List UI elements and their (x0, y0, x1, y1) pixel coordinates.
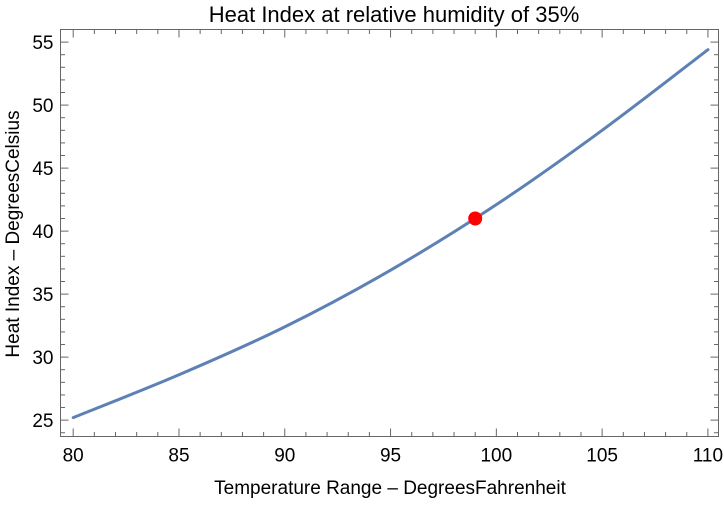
x-tick-label: 95 (380, 446, 401, 467)
tick-labels: 80 85 90 95 100 105 110 25 30 35 40 45 50 55 (32, 33, 723, 466)
x-tick-label: 105 (586, 446, 618, 467)
x-tick-label: 110 (693, 446, 723, 467)
y-tick-label: 25 (32, 411, 53, 432)
plot-frame (60, 29, 719, 437)
x-axis-label: Temperature Range – DegreesFahrenheit (214, 478, 566, 499)
chart-title: Heat Index at relative humidity of 35% (209, 2, 580, 27)
series-line (71, 48, 710, 420)
y-tick-label: 45 (32, 159, 53, 180)
y-axis-label: Heat Index – DegreesCelsius (3, 110, 24, 357)
y-tick-label: 30 (32, 348, 53, 369)
y-tick-label: 50 (32, 96, 53, 117)
x-tick-label: 85 (168, 446, 189, 467)
y-tick-label: 55 (32, 33, 53, 54)
x-tick-label: 100 (480, 446, 512, 467)
highlight-point (468, 211, 483, 226)
axis-ticks (60, 29, 719, 437)
y-tick-label: 40 (32, 222, 53, 243)
x-tick-label: 90 (274, 446, 295, 467)
x-tick-label: 80 (63, 446, 84, 467)
y-tick-label: 35 (32, 285, 53, 306)
